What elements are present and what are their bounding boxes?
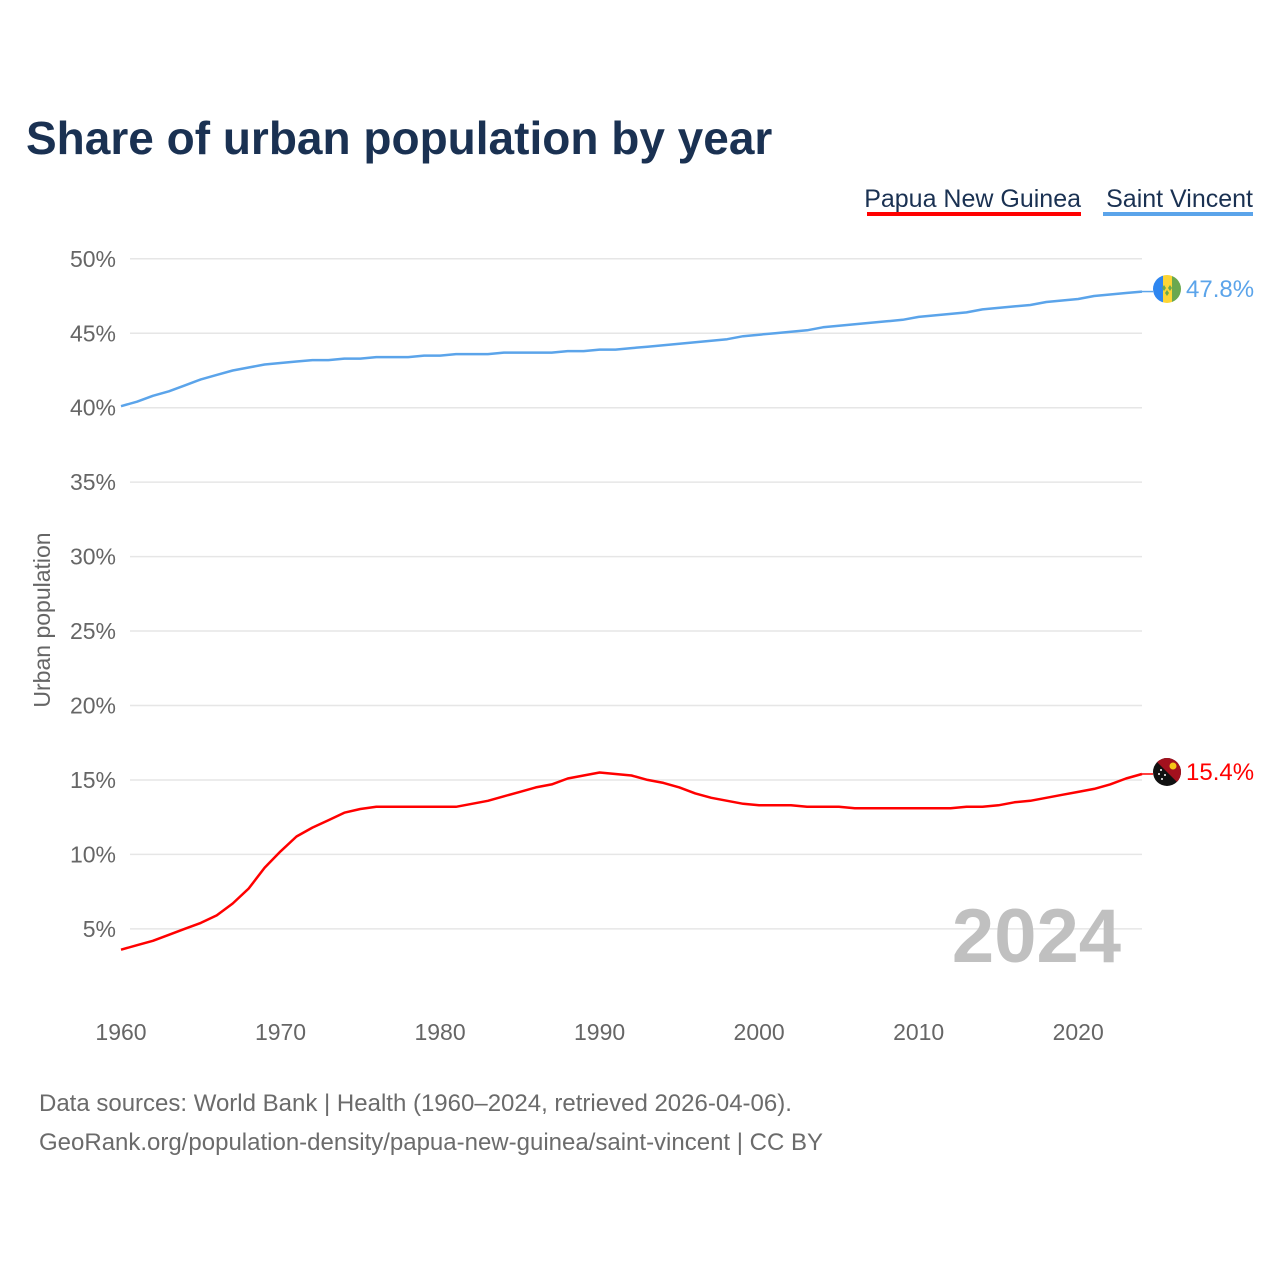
- y-axis-ticks: 5% 10% 15% 20% 25% 30% 35% 40% 45% 50%: [70, 246, 116, 942]
- legend-swatch-papua-new-guinea: [867, 212, 1081, 216]
- series-line-saint-vincent: [120, 290, 1143, 408]
- legend-item-saint-vincent[interactable]: Saint Vincent: [1106, 185, 1253, 213]
- footer-sources: Data sources: World Bank | Health (1960–…: [39, 1090, 792, 1117]
- legend-swatch-saint-vincent: [1103, 212, 1253, 216]
- x-axis-ticks: 1960 1970 1980 1990 2000 2010 2020: [95, 1019, 1103, 1045]
- x-tick-label: 1990: [574, 1019, 625, 1045]
- year-watermark: 2024: [952, 894, 1121, 979]
- y-tick-label: 40%: [70, 395, 116, 421]
- legend-item-papua-new-guinea[interactable]: Papua New Guinea: [864, 185, 1081, 213]
- gridlines: [130, 258, 1142, 930]
- y-tick-label: 5%: [83, 916, 116, 942]
- x-tick-label: 2000: [734, 1019, 785, 1045]
- flag-papua-new-guinea-icon: [1153, 758, 1181, 786]
- legend: Papua New Guinea Saint Vincent: [864, 185, 1253, 216]
- x-tick-label: 2020: [1053, 1019, 1104, 1045]
- y-tick-label: 25%: [70, 618, 116, 644]
- y-tick-label: 30%: [70, 544, 116, 570]
- series-line-papua-new-guinea: [120, 771, 1143, 951]
- series-lines: [120, 290, 1153, 951]
- footer-link[interactable]: GeoRank.org/population-density/papua-new…: [39, 1129, 823, 1156]
- x-tick-label: 1980: [414, 1019, 465, 1045]
- y-tick-label: 50%: [70, 246, 116, 272]
- end-label-saint-vincent: 47.8%: [1186, 276, 1254, 303]
- flag-saint-vincent-icon: [1153, 275, 1181, 303]
- y-axis-label: Urban population: [29, 532, 55, 707]
- x-tick-label: 2010: [893, 1019, 944, 1045]
- y-tick-label: 45%: [70, 320, 116, 346]
- y-tick-label: 15%: [70, 767, 116, 793]
- y-tick-label: 10%: [70, 841, 116, 867]
- y-tick-label: 20%: [70, 693, 116, 719]
- x-tick-label: 1960: [95, 1019, 146, 1045]
- y-tick-label: 35%: [70, 469, 116, 495]
- chart-title: Share of urban population by year: [26, 112, 772, 164]
- end-label-papua-new-guinea: 15.4%: [1186, 759, 1254, 786]
- x-tick-label: 1970: [255, 1019, 306, 1045]
